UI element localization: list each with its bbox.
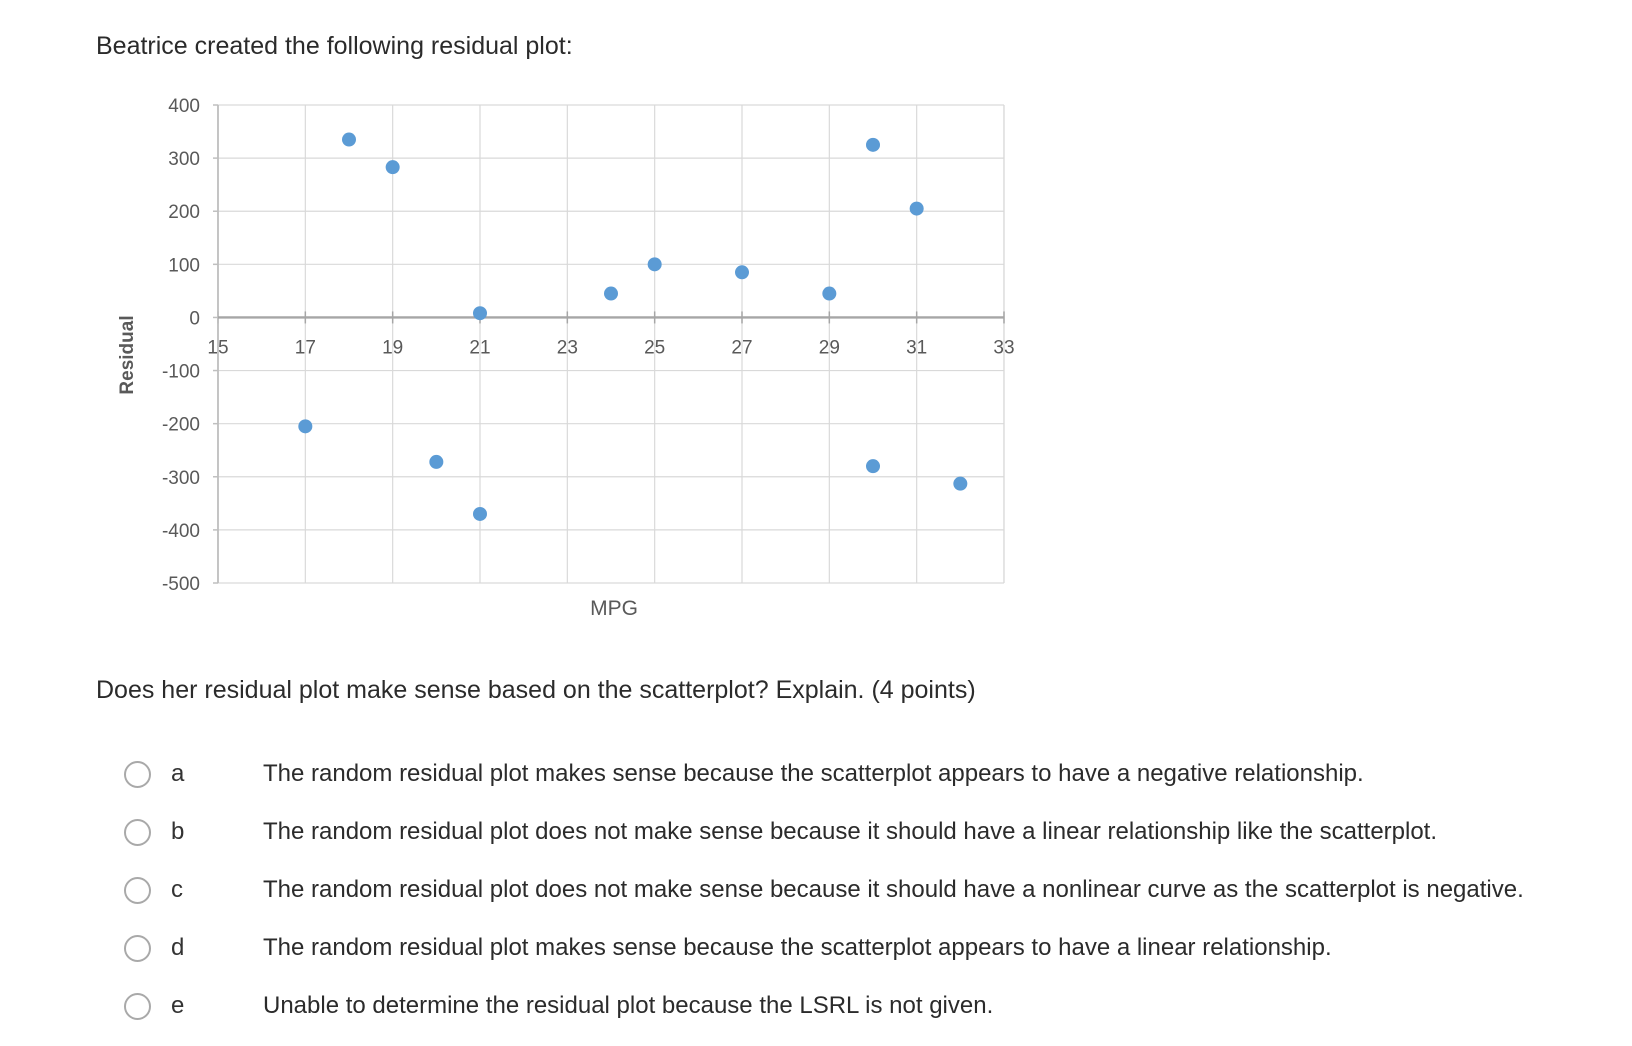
option-text: Unable to determine the residual plot be… <box>263 992 994 1019</box>
data-point <box>735 265 749 280</box>
data-point <box>385 160 400 175</box>
data-point <box>604 286 618 301</box>
y-tick-label: -200 <box>162 415 200 436</box>
x-tick-labels: 15 17 19 21 23 25 27 29 31 33 <box>207 337 1014 358</box>
y-tick-label: 300 <box>168 149 200 170</box>
data-point <box>429 454 444 469</box>
y-tick-labels: 400 300 200 100 0 -100 -200 -300 -400 -500 <box>162 96 200 595</box>
radio-e[interactable] <box>124 992 151 1020</box>
x-tick-label: 31 <box>906 337 927 358</box>
data-points <box>298 132 968 521</box>
option-letter: d <box>171 934 185 961</box>
option-text: The random residual plot does not make s… <box>263 876 1524 903</box>
answer-options: a The random residual plot makes sense b… <box>124 745 1624 1035</box>
question-text: Does her residual plot make sense based … <box>96 676 976 704</box>
x-tick-label: 27 <box>731 337 752 358</box>
y-tick-label: -100 <box>162 362 200 383</box>
x-axis-label: MPG <box>590 597 638 620</box>
data-point <box>298 419 313 434</box>
option-letter: b <box>171 818 185 845</box>
data-point <box>909 201 924 216</box>
x-tick-label: 21 <box>469 337 490 358</box>
data-point <box>866 137 880 152</box>
option-c[interactable]: c The random residual plot does not make… <box>124 861 1624 919</box>
x-tick-label: 29 <box>819 337 840 358</box>
option-letter: c <box>171 876 183 903</box>
chart-grid <box>217 104 1005 584</box>
y-tick-label: 200 <box>168 202 200 223</box>
option-e[interactable]: e Unable to determine the residual plot … <box>124 977 1624 1035</box>
option-text: The random residual plot makes sense bec… <box>263 934 1332 961</box>
data-point <box>822 286 837 301</box>
option-text: The random residual plot does not make s… <box>263 818 1438 845</box>
y-tick-label: 100 <box>168 255 200 276</box>
y-tick-label: -300 <box>162 468 200 489</box>
data-point <box>647 257 662 272</box>
data-point <box>342 132 356 147</box>
data-point <box>473 506 487 521</box>
y-tick-label: 400 <box>168 96 200 117</box>
option-d[interactable]: d The random residual plot makes sense b… <box>124 919 1624 977</box>
option-letter: e <box>171 992 185 1019</box>
x-tick-label: 15 <box>207 337 228 358</box>
chart-axes <box>213 104 1005 584</box>
option-text: The random residual plot makes sense bec… <box>263 760 1364 787</box>
radio-b[interactable] <box>124 818 151 846</box>
intro-text: Beatrice created the following residual … <box>96 32 573 60</box>
x-tick-label: 17 <box>295 337 316 358</box>
radio-a[interactable] <box>124 760 151 788</box>
x-tick-label: 33 <box>993 337 1014 358</box>
data-point <box>953 476 968 491</box>
option-a[interactable]: a The random residual plot makes sense b… <box>124 745 1624 803</box>
y-tick-label: -400 <box>162 521 200 542</box>
x-tick-label: 25 <box>644 337 665 358</box>
option-b[interactable]: b The random residual plot does not make… <box>124 803 1624 861</box>
y-tick-label: -500 <box>162 574 200 595</box>
option-letter: a <box>171 760 185 787</box>
data-point <box>473 306 487 321</box>
radio-d[interactable] <box>124 934 151 962</box>
y-axis-label: Residual <box>117 315 138 394</box>
x-tick-label: 23 <box>557 337 578 358</box>
residual-plot: 400 300 200 100 0 -100 -200 -300 -400 -500 15 17 19… <box>117 96 1015 620</box>
data-point <box>866 459 880 474</box>
y-tick-label: 0 <box>189 308 200 329</box>
x-tick-label: 19 <box>382 337 403 358</box>
radio-c[interactable] <box>124 876 151 904</box>
